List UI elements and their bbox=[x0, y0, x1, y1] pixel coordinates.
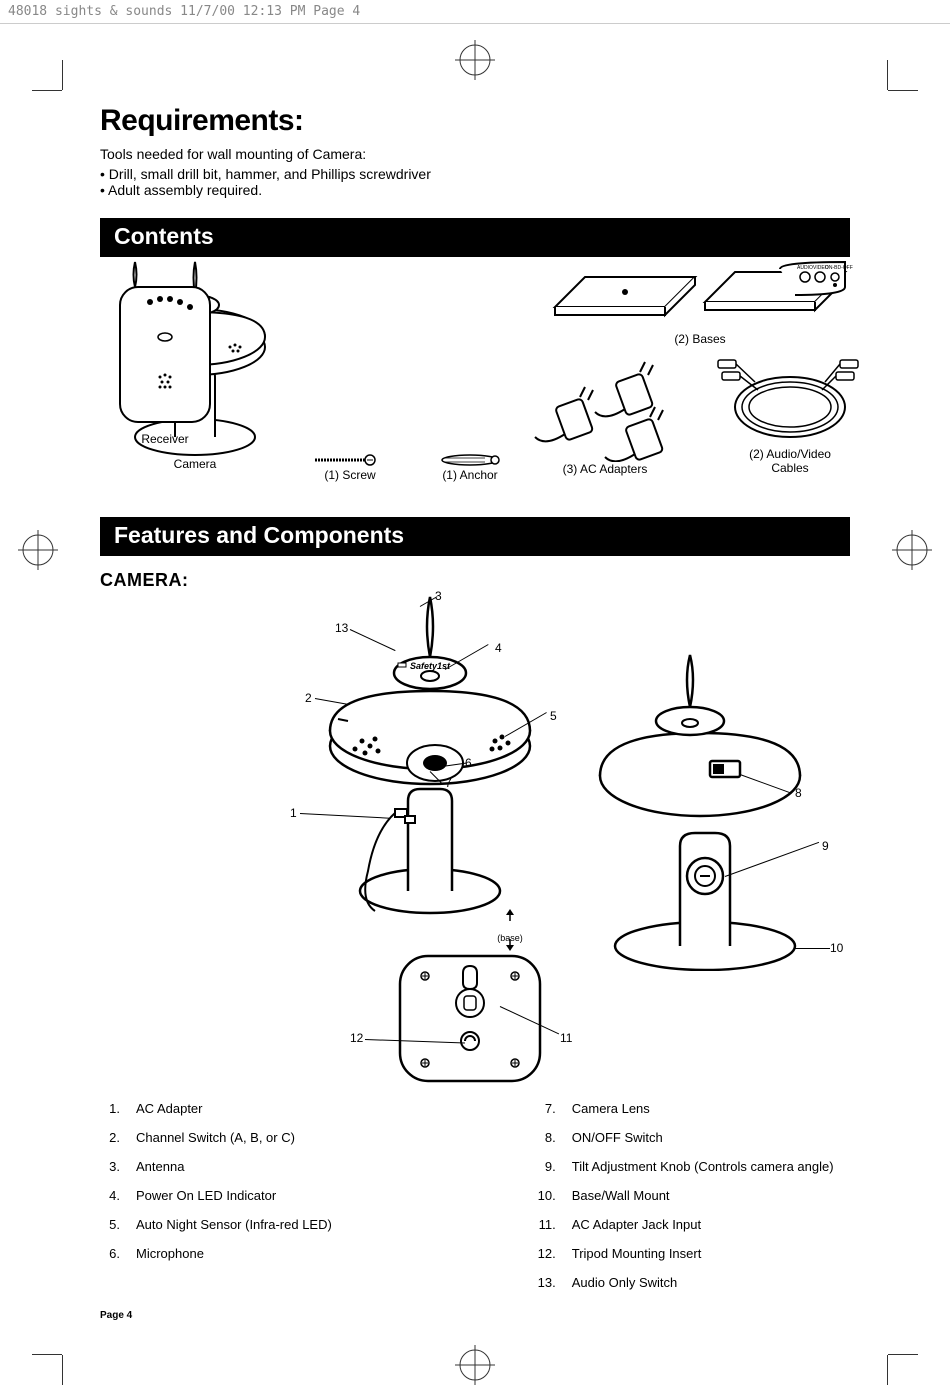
contents-bases: AUDIO VIDEO ON-BD-OFF (2) Bases bbox=[545, 257, 855, 346]
contents-label: (2) Audio/Video bbox=[710, 447, 870, 461]
contents-label: (2) Bases bbox=[545, 332, 855, 346]
svg-text:ON-BD-OFF: ON-BD-OFF bbox=[825, 265, 853, 271]
callout-7: 7 bbox=[445, 776, 452, 790]
feature-row: 8.ON/OFF Switch bbox=[536, 1130, 850, 1145]
feature-row: 11.AC Adapter Jack Input bbox=[536, 1217, 850, 1232]
registration-mark-left bbox=[18, 530, 58, 575]
crop-corner bbox=[888, 1354, 918, 1355]
feature-row: 13.Audio Only Switch bbox=[536, 1275, 850, 1290]
crop-corner bbox=[887, 1355, 888, 1385]
bullet-item: • Drill, small drill bit, hammer, and Ph… bbox=[100, 166, 850, 182]
contents-panel: Safety1st Camera Receiver bbox=[100, 257, 850, 507]
contents-label: Camera bbox=[100, 457, 290, 471]
contents-adapters: (3) AC Adapters bbox=[520, 352, 690, 476]
registration-mark-right bbox=[892, 530, 932, 575]
section-header-features: Features and Components bbox=[100, 517, 850, 556]
contents-screw: (1) Screw bbox=[305, 452, 395, 482]
callout-8: 8 bbox=[795, 786, 802, 800]
crop-corner bbox=[32, 90, 62, 91]
callout-1: 1 bbox=[290, 806, 297, 820]
camera-heading: CAMERA: bbox=[100, 570, 850, 591]
contents-label: (1) Anchor bbox=[430, 468, 510, 482]
crop-mark-bottom bbox=[455, 1345, 495, 1385]
subtitle: Tools needed for wall mounting of Camera… bbox=[100, 146, 850, 162]
bullet-item: • Adult assembly required. bbox=[100, 182, 850, 198]
feature-row: 10.Base/Wall Mount bbox=[536, 1188, 850, 1203]
section-header-contents: Contents bbox=[100, 218, 850, 257]
feature-row: 1.AC Adapter bbox=[100, 1101, 396, 1116]
callout-11: 11 bbox=[560, 1031, 572, 1045]
file-header: 48018 sights & sounds 11/7/00 12:13 PM P… bbox=[0, 0, 950, 24]
callout-2: 2 bbox=[305, 691, 312, 705]
crop-corner bbox=[62, 60, 63, 90]
contents-label: (1) Screw bbox=[305, 468, 395, 482]
callout-5: 5 bbox=[550, 709, 557, 723]
feature-list: 1.AC Adapter 2.Channel Switch (A, B, or … bbox=[100, 1101, 850, 1304]
page-number: Page 4 bbox=[100, 1310, 850, 1321]
feature-row: 7.Camera Lens bbox=[536, 1101, 850, 1116]
contents-cables: (2) Audio/Video Cables bbox=[710, 352, 870, 475]
feature-col-left: 1.AC Adapter 2.Channel Switch (A, B, or … bbox=[100, 1101, 396, 1304]
feature-col-right: 7.Camera Lens 8.ON/OFF Switch 9.Tilt Adj… bbox=[536, 1101, 850, 1304]
contents-receiver: Receiver bbox=[100, 257, 230, 446]
crop-corner bbox=[32, 1354, 62, 1355]
feature-row: 3.Antenna bbox=[100, 1159, 396, 1174]
crop-corner bbox=[62, 1355, 63, 1385]
feature-row: 2.Channel Switch (A, B, or C) bbox=[100, 1130, 396, 1145]
contents-label: Cables bbox=[710, 461, 870, 475]
feature-row: 4.Power On LED Indicator bbox=[100, 1188, 396, 1203]
page-title: Requirements: bbox=[100, 104, 850, 138]
callout-12: 12 bbox=[350, 1031, 363, 1045]
page-body: Requirements: Tools needed for wall moun… bbox=[0, 24, 950, 1341]
feature-row: 12.Tripod Mounting Insert bbox=[536, 1246, 850, 1261]
callout-4: 4 bbox=[495, 641, 502, 655]
crop-corner bbox=[887, 60, 888, 90]
callout-9: 9 bbox=[822, 839, 829, 853]
svg-text:AUDIO: AUDIO bbox=[797, 265, 813, 271]
feature-row: 5.Auto Night Sensor (Infra-red LED) bbox=[100, 1217, 396, 1232]
contents-label: Receiver bbox=[100, 432, 230, 446]
base-arrow-label: (base) bbox=[490, 933, 530, 943]
contents-label: (3) AC Adapters bbox=[520, 462, 690, 476]
feature-row: 6.Microphone bbox=[100, 1246, 396, 1261]
requirements-bullets: • Drill, small drill bit, hammer, and Ph… bbox=[100, 166, 850, 198]
features-panel: CAMERA: bbox=[100, 556, 850, 1304]
contents-anchor: (1) Anchor bbox=[430, 452, 510, 482]
feature-row: 9.Tilt Adjustment Knob (Controls camera … bbox=[536, 1159, 850, 1174]
crop-corner bbox=[888, 90, 918, 91]
callout-10: 10 bbox=[830, 941, 843, 955]
crop-mark-top bbox=[455, 40, 495, 80]
camera-diagram: Safety1st bbox=[100, 591, 850, 1101]
callout-13: 13 bbox=[335, 621, 348, 635]
base-arrow-icon bbox=[495, 909, 525, 954]
